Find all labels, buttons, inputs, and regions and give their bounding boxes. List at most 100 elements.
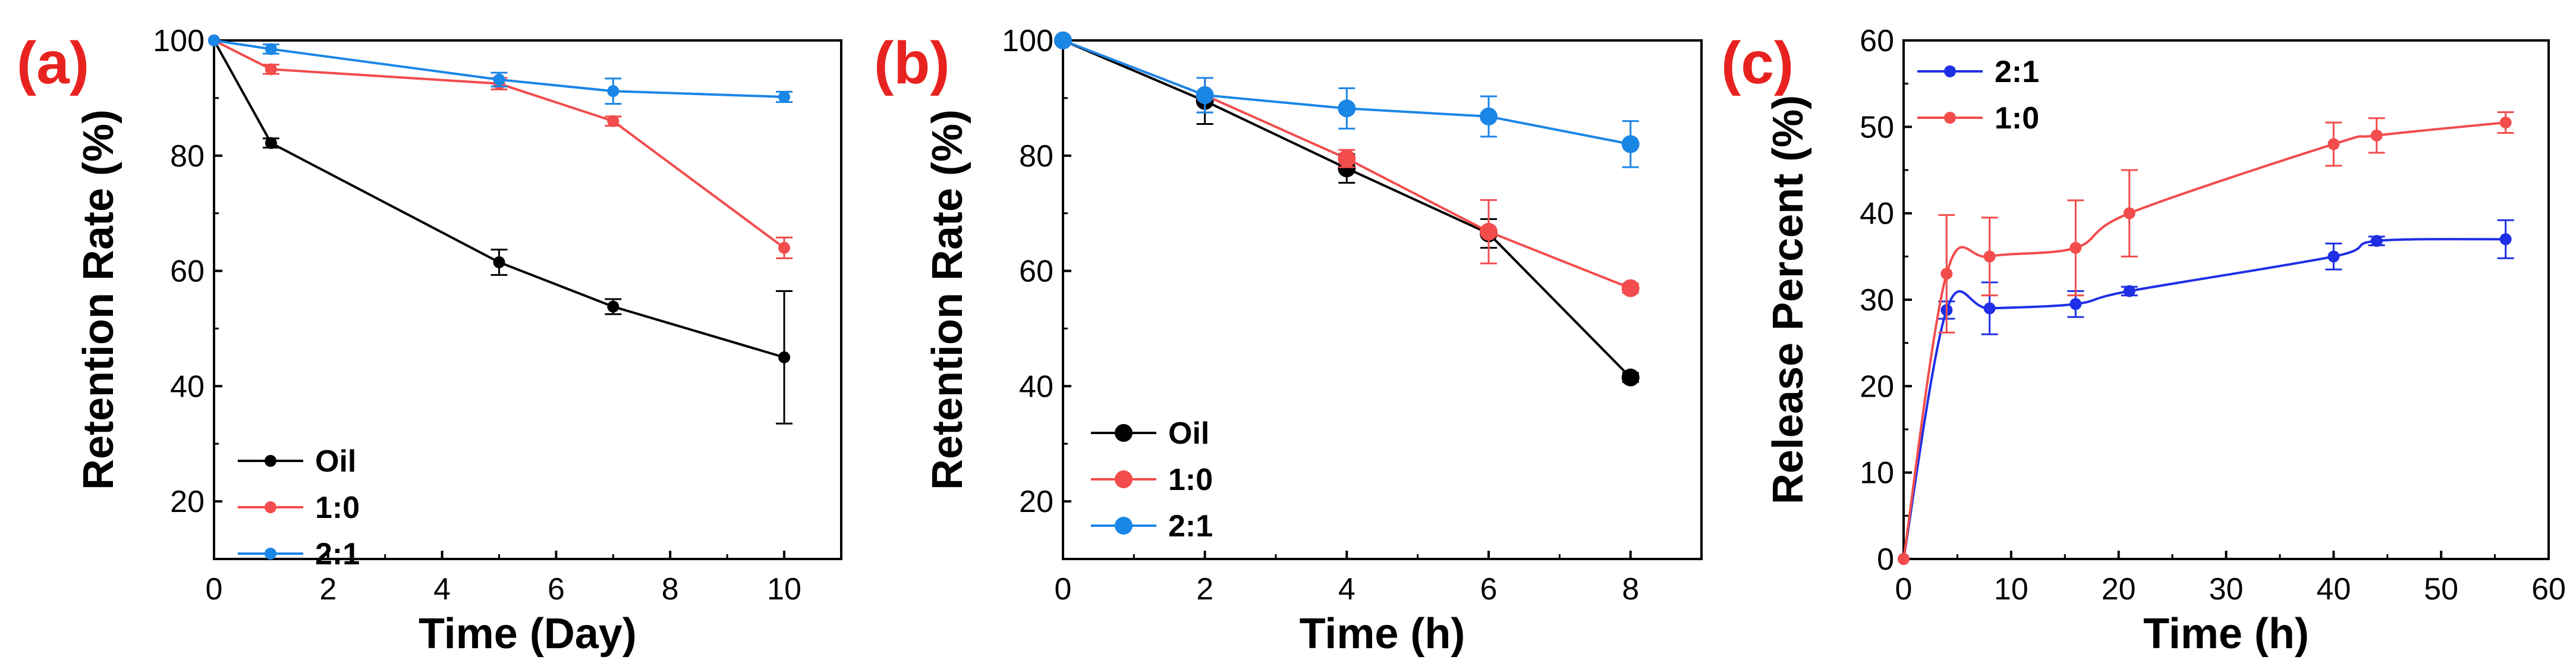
data-point — [2327, 138, 2340, 150]
data-point — [265, 137, 277, 149]
legend-marker — [265, 455, 276, 467]
legend-marker — [265, 548, 276, 560]
data-point — [493, 256, 505, 269]
panel-label: (b) — [874, 30, 950, 96]
y-tick-label: 40 — [1860, 197, 1894, 231]
series-line — [1902, 121, 2506, 560]
data-point — [2327, 250, 2340, 263]
y-tick-label: 20 — [1860, 369, 1894, 404]
legend-marker — [1115, 470, 1133, 488]
y-tick-label: 100 — [1002, 24, 1053, 58]
series-Oil — [1054, 32, 1640, 387]
x-tick-label: 2 — [319, 572, 336, 607]
x-axis-title: Time (h) — [2143, 610, 2309, 658]
y-axis-title: Retention Rate (%) — [924, 109, 971, 490]
x-tick-label: 8 — [1622, 572, 1639, 607]
legend-marker — [1115, 424, 1133, 442]
x-tick-label: 4 — [1338, 572, 1355, 607]
x-tick-label: 30 — [2209, 572, 2244, 607]
data-point — [2069, 298, 2082, 310]
series-Oil — [208, 34, 793, 425]
series-1-0 — [208, 34, 793, 259]
plot-frame — [213, 39, 842, 560]
panel-label: (c) — [1721, 30, 1794, 96]
legend-label: Oil — [315, 444, 356, 479]
legend-marker — [1115, 517, 1133, 535]
x-axis-title: Time (h) — [1300, 610, 1465, 658]
y-tick-label: 30 — [1860, 283, 1894, 318]
y-tick-label: 0 — [1877, 542, 1894, 577]
series-line — [1902, 238, 2506, 560]
panel-label: (a) — [17, 30, 89, 96]
legend-label: 2:1 — [1168, 509, 1213, 544]
data-point — [778, 241, 791, 254]
data-point — [1338, 149, 1356, 168]
x-tick-label: 6 — [1480, 572, 1498, 607]
data-point — [1940, 268, 1953, 280]
chart-panel-2: (b) 0 2 4 6 8 20 40 60 80 100 Time (h) Retention Rat… — [874, 24, 1703, 658]
y-tick-label: 20 — [170, 485, 205, 519]
data-point — [1480, 222, 1498, 241]
y-tick-label: 50 — [1860, 110, 1894, 145]
x-tick-label: 4 — [433, 572, 451, 607]
legend-label: 2:1 — [315, 537, 360, 571]
x-tick-label: 10 — [767, 572, 801, 607]
data-point — [265, 43, 277, 55]
x-tick-label: 20 — [2102, 572, 2136, 607]
series-2-1 — [208, 34, 793, 105]
data-point — [2123, 207, 2135, 219]
x-tick-label: 0 — [206, 572, 223, 607]
data-point — [2499, 117, 2512, 129]
data-point — [1196, 86, 1214, 105]
series-2-1 — [1054, 32, 1640, 168]
plot-frame — [1062, 39, 1703, 560]
y-tick-label: 60 — [1019, 255, 1053, 289]
data-point — [778, 90, 791, 103]
series-1-0 — [1898, 111, 2514, 565]
data-point — [1621, 135, 1640, 153]
data-point — [265, 63, 277, 76]
y-tick-label: 10 — [1860, 456, 1894, 491]
y-tick-label: 40 — [1019, 369, 1053, 404]
y-tick-label: 80 — [170, 139, 205, 174]
y-tick-label: 40 — [170, 369, 205, 404]
data-point — [607, 300, 619, 313]
y-axis-title: Release Percent (%) — [1764, 95, 1812, 504]
data-point — [1983, 302, 1996, 315]
data-point — [778, 351, 791, 363]
x-tick-label: 0 — [1895, 572, 1913, 607]
data-point — [607, 85, 619, 98]
data-point — [1338, 99, 1356, 118]
legend-marker — [1944, 112, 1956, 124]
data-point — [208, 34, 220, 46]
legend-marker — [1944, 65, 1956, 77]
data-point — [2123, 285, 2135, 297]
y-axis-title: Retention Rate (%) — [75, 109, 122, 490]
data-point — [2370, 235, 2383, 247]
y-tick-label: 60 — [170, 255, 205, 289]
legend-label: 1:0 — [1995, 101, 2039, 136]
data-point — [2499, 233, 2512, 246]
x-tick-label: 0 — [1055, 572, 1072, 607]
data-point — [1480, 107, 1498, 125]
x-tick-label: 50 — [2424, 572, 2458, 607]
data-point — [1621, 368, 1640, 387]
series-line — [213, 39, 785, 249]
y-tick-label: 20 — [1019, 485, 1053, 519]
data-point — [2370, 129, 2383, 142]
data-point — [1621, 279, 1640, 297]
data-point — [1983, 250, 1996, 263]
chart-panel-3: (c) 0 10 20 30 40 50 60 0 10 20 30 40 50 60 Time (h) Rel… — [1721, 24, 2566, 658]
data-point — [607, 115, 619, 127]
legend-label: 1:0 — [315, 491, 360, 525]
legend-label: 2:1 — [1995, 55, 2039, 89]
y-tick-label: 100 — [153, 24, 205, 58]
x-tick-label: 2 — [1196, 572, 1213, 607]
legend-label: 1:0 — [1168, 463, 1213, 497]
chart-panel-1: (a) 0 2 4 6 8 10 20 40 60 80 100 Time (Day) Retention… — [17, 24, 842, 658]
y-tick-label: 80 — [1019, 139, 1053, 174]
legend-label: Oil — [1168, 416, 1209, 451]
x-tick-label: 8 — [662, 572, 679, 607]
x-tick-label: 40 — [2316, 572, 2351, 607]
